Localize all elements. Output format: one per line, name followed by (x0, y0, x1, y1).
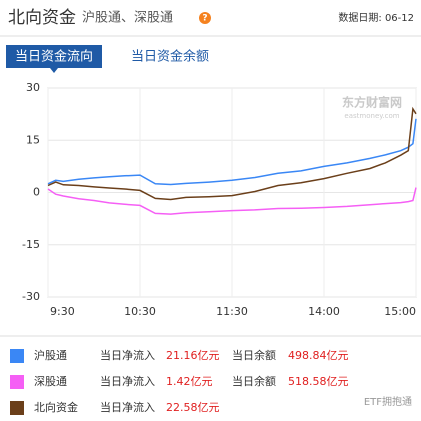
title: 北向资金 (8, 8, 76, 28)
net-inflow-text: 当日净流入 (100, 348, 155, 362)
legend-swatch (10, 401, 24, 415)
footer-watermark: ETF拥抱通 (364, 395, 412, 408)
x-tick-label: 15:00 (384, 305, 416, 318)
legend-swatch (10, 349, 24, 363)
legend-name: 沪股通 (34, 348, 67, 362)
net-inflow: 22.58亿元 (166, 401, 220, 414)
net-inflow: 21.16亿元 (166, 349, 220, 362)
net-inflow: 1.42亿元 (166, 375, 213, 388)
balance-text: 当日余额 (232, 348, 276, 362)
x-tick-label: 9:30 (50, 305, 75, 318)
tab[interactable]: 当日资金余额 (131, 49, 209, 65)
y-tick-label: 0 (33, 186, 40, 199)
x-tick-label: 10:30 (124, 305, 156, 318)
series-line (47, 118, 417, 186)
x-tick-label: 14:00 (308, 305, 340, 318)
y-tick-label: 30 (26, 81, 40, 94)
legend-name: 深股通 (34, 375, 67, 388)
subtitle: 沪股通、深股通 (82, 10, 173, 26)
y-tick-label: 15 (26, 133, 40, 146)
tab-pointer (50, 68, 58, 73)
watermark-sub: eastmoney.com (344, 112, 399, 120)
help-icon[interactable] (199, 12, 211, 24)
net-inflow-text: 当日净流入 (100, 374, 155, 388)
y-tick-label: -15 (22, 238, 40, 251)
tab[interactable]: 当日资金流向 (15, 49, 93, 65)
legend-name: 北向资金 (34, 400, 78, 414)
balance: 498.84亿元 (288, 349, 349, 362)
y-tick-label: -30 (22, 290, 40, 303)
x-tick-label: 11:30 (216, 305, 248, 318)
series-line (47, 106, 417, 201)
series-line (47, 187, 417, 215)
watermark: 东方财富网 (342, 95, 402, 110)
balance: 518.58亿元 (288, 375, 349, 388)
date-label: 数据日期: 06-12 (338, 11, 414, 24)
balance-text: 当日余额 (232, 374, 276, 388)
net-inflow-text: 当日净流入 (100, 400, 155, 414)
legend-swatch (10, 375, 24, 389)
help-text: ? (202, 14, 207, 24)
tab-active[interactable] (6, 45, 102, 68)
